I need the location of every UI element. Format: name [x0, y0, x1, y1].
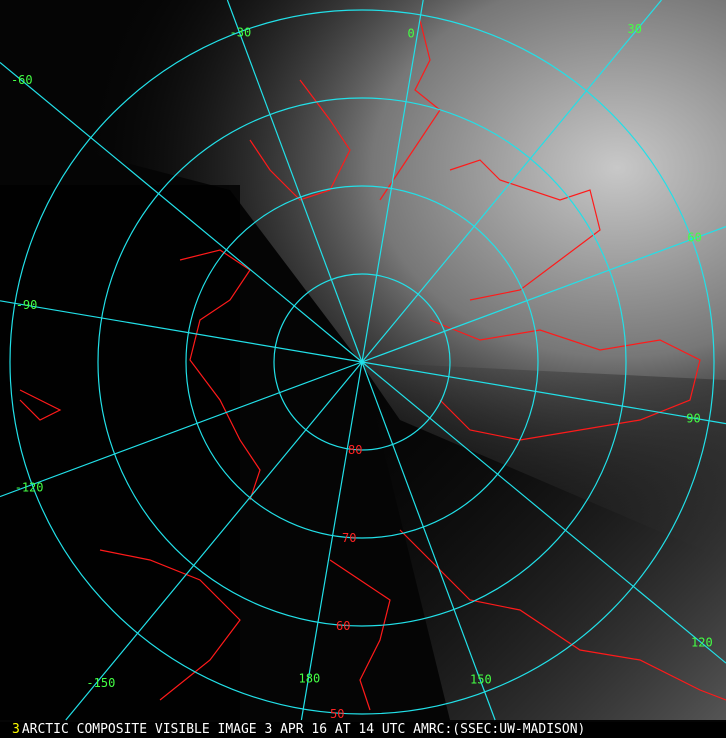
coastline: [329, 559, 391, 711]
latitude-circle-50: [9, 9, 715, 715]
longitude-label: -30: [230, 26, 252, 40]
coastline: [449, 159, 601, 301]
meridian--120: [0, 361, 363, 498]
image-caption: 3 ARCTIC COMPOSITE VISIBLE IMAGE 3 APR 16…: [0, 722, 726, 738]
longitude-label: 180: [299, 671, 321, 685]
latitude-label: 60: [336, 619, 350, 633]
meridian--30: [226, 0, 363, 363]
frame-number: 3: [12, 722, 20, 737]
coastline: [179, 249, 261, 501]
longitude-label: 30: [628, 22, 642, 36]
graticule: [0, 0, 726, 721]
meridian-180: [300, 361, 363, 721]
meridian-30: [361, 0, 662, 363]
meridian-90: [361, 361, 726, 425]
latitude-circle-80: [273, 273, 451, 451]
meridian-150: [361, 361, 496, 721]
meridian--150: [65, 361, 363, 721]
latitude-label: 70: [342, 531, 356, 545]
latitude-circle-70: [185, 185, 539, 539]
meridian-120: [361, 361, 726, 664]
coastline: [19, 389, 62, 421]
latitude-label: 50: [330, 707, 344, 721]
polar-projection-map: 80 70 60 50 0 30 60 90 120 150 180 -150 -120 -90 -60 -3…: [0, 0, 726, 722]
latitude-circle-60: [97, 97, 627, 627]
meridian-0: [361, 0, 424, 363]
longitude-label: 60: [687, 230, 701, 244]
longitude-label: -60: [11, 73, 33, 87]
longitude-label: -120: [15, 480, 44, 494]
longitude-label: 90: [686, 412, 700, 426]
meridian-60: [361, 226, 726, 363]
longitude-label: 0: [408, 27, 415, 41]
meridian--60: [0, 62, 363, 363]
coastline: [99, 549, 241, 701]
caption-text: ARCTIC COMPOSITE VISIBLE IMAGE 3 APR 16 …: [21, 722, 586, 737]
coastline: [429, 319, 701, 441]
longitude-label: 120: [691, 635, 713, 649]
coastline: [249, 79, 351, 201]
coastline: [399, 529, 726, 701]
meridian--90: [0, 300, 363, 363]
coastlines: [19, 19, 726, 711]
grid-labels: 80 70 60 50 0 30 60 90 120 150 180 -150 -120 -90 -60 -3…: [11, 22, 713, 721]
longitude-label: -90: [16, 298, 38, 312]
latitude-label: 80: [348, 443, 362, 457]
longitude-label: -150: [86, 676, 115, 690]
clouds-lower-right: [362, 362, 726, 720]
longitude-label: 150: [470, 672, 492, 686]
